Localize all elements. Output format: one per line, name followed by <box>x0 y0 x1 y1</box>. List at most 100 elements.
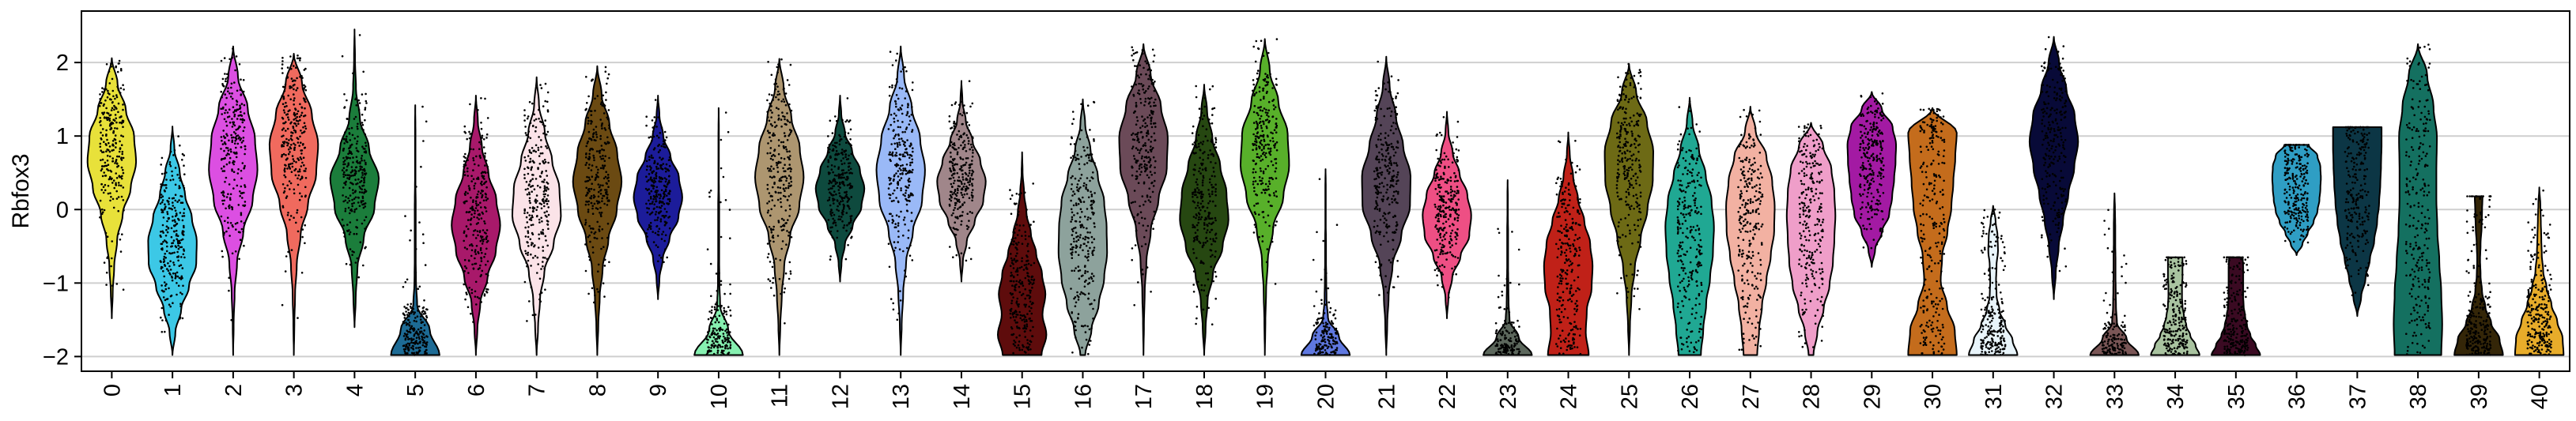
data-point <box>1071 216 1074 219</box>
data-point <box>599 212 601 214</box>
data-point <box>650 190 652 193</box>
data-point <box>971 169 973 172</box>
data-point <box>1015 224 1018 226</box>
data-point <box>115 190 118 193</box>
data-point <box>1012 243 1015 246</box>
data-point <box>786 139 789 141</box>
data-point <box>1015 310 1018 314</box>
data-point <box>1146 167 1148 171</box>
data-point <box>664 167 667 170</box>
data-point <box>417 333 420 336</box>
data-point <box>294 167 297 171</box>
data-point <box>1150 126 1154 129</box>
data-point <box>666 256 668 259</box>
data-point <box>1074 177 1077 180</box>
data-point <box>364 118 366 122</box>
data-point <box>1149 148 1152 152</box>
data-point <box>1145 73 1147 76</box>
data-point <box>663 185 667 187</box>
data-point <box>1016 267 1019 270</box>
data-point <box>1207 272 1209 275</box>
data-point <box>1083 182 1086 185</box>
data-point <box>585 194 587 197</box>
data-point <box>716 337 718 340</box>
data-point <box>403 317 406 319</box>
data-point <box>1071 155 1075 157</box>
data-point <box>108 117 111 120</box>
data-point <box>1018 347 1021 349</box>
data-point <box>667 203 670 205</box>
data-point <box>352 161 354 164</box>
data-point <box>425 120 428 123</box>
data-point <box>1077 313 1080 315</box>
data-point <box>1074 321 1076 323</box>
data-point <box>160 196 163 199</box>
data-point <box>1146 130 1149 133</box>
data-point <box>290 171 293 173</box>
data-point <box>478 252 480 254</box>
data-point <box>1014 237 1017 239</box>
data-point <box>290 67 293 70</box>
data-point <box>1207 212 1211 214</box>
data-point <box>769 195 772 197</box>
data-point <box>172 261 175 264</box>
data-point <box>543 195 546 198</box>
data-point <box>295 66 297 69</box>
data-point <box>784 195 787 198</box>
data-point <box>115 283 119 285</box>
data-point <box>232 163 236 166</box>
data-point <box>905 148 907 151</box>
data-point <box>1205 128 1208 130</box>
data-point <box>524 188 527 191</box>
data-point <box>168 197 171 200</box>
data-point <box>829 148 831 151</box>
data-point <box>789 63 792 66</box>
data-point <box>1078 197 1080 200</box>
data-point <box>1192 248 1195 250</box>
data-point <box>480 122 482 124</box>
data-point <box>1210 255 1212 258</box>
data-point <box>120 177 123 180</box>
data-point <box>486 274 489 277</box>
data-point <box>544 82 547 85</box>
data-point <box>1267 188 1270 190</box>
data-point <box>120 159 123 161</box>
data-point <box>523 109 526 111</box>
data-point <box>408 337 411 340</box>
data-point <box>777 160 780 164</box>
data-point <box>161 284 163 287</box>
data-point <box>363 151 366 153</box>
data-point <box>242 136 245 139</box>
data-point <box>122 84 124 86</box>
data-point <box>656 190 659 192</box>
data-point <box>707 331 709 333</box>
data-point <box>1086 208 1089 210</box>
data-point <box>954 193 957 196</box>
data-point <box>538 163 542 165</box>
data-point <box>239 126 241 128</box>
data-point <box>660 189 663 192</box>
data-point <box>347 197 349 200</box>
data-point <box>908 145 912 148</box>
data-point <box>240 185 243 188</box>
data-point <box>1253 205 1256 207</box>
data-point <box>843 205 845 209</box>
violin-19 <box>1240 38 1290 356</box>
data-point <box>954 148 956 151</box>
data-point <box>652 184 655 187</box>
data-point <box>1072 227 1075 230</box>
data-point <box>1133 304 1135 306</box>
data-point <box>830 214 833 217</box>
data-point <box>889 197 891 200</box>
data-point <box>1033 278 1036 281</box>
violin-0 <box>86 57 138 319</box>
data-point <box>221 191 223 194</box>
data-point <box>106 118 109 122</box>
data-point <box>241 197 244 199</box>
data-point <box>470 243 473 246</box>
data-point <box>530 168 532 171</box>
data-point <box>480 97 482 100</box>
data-point <box>960 181 963 183</box>
data-point <box>896 163 898 165</box>
data-point <box>834 224 837 227</box>
